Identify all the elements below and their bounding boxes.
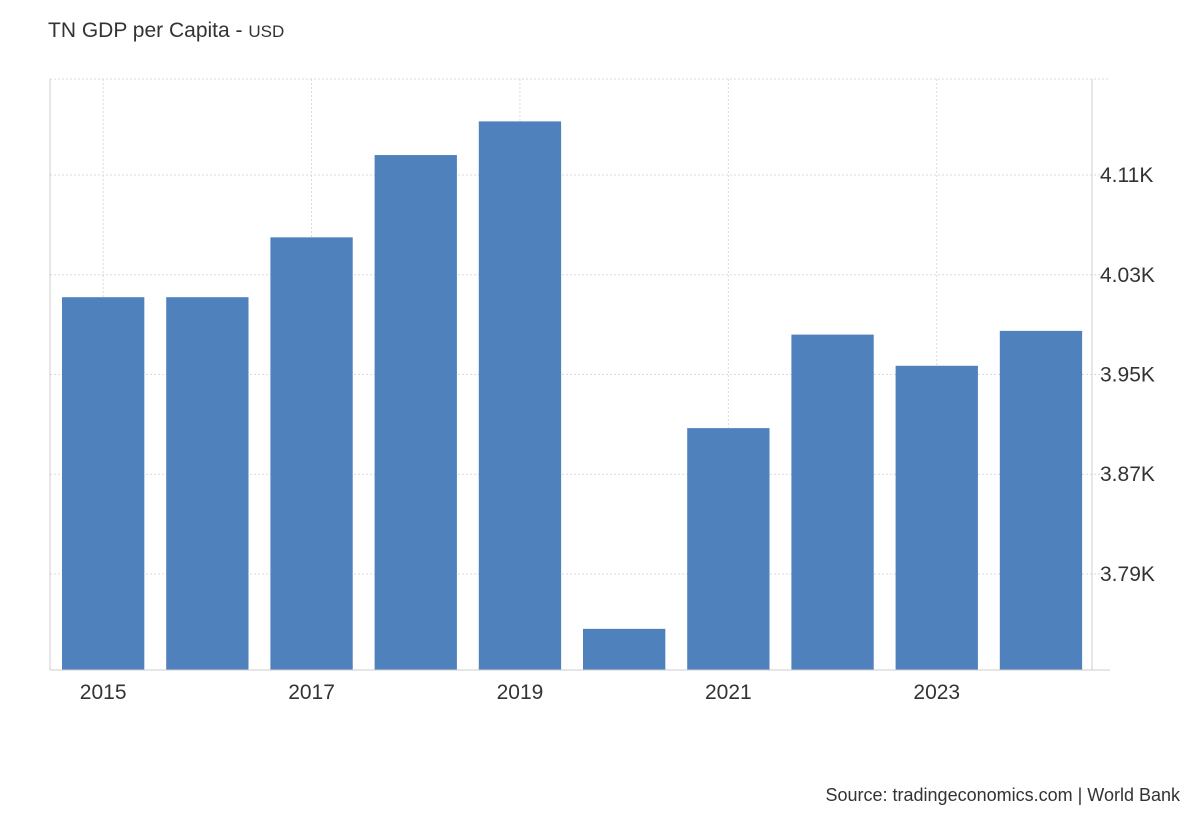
bar-2019[interactable] <box>478 121 562 671</box>
chart-title: TN GDP per Capita - USD <box>48 19 284 43</box>
y-tick-label: 3.87K <box>1100 463 1155 486</box>
bar-2018[interactable] <box>374 155 457 671</box>
bar-2015[interactable] <box>62 297 145 670</box>
x-tick-label: 2021 <box>705 681 752 704</box>
bar-2016[interactable] <box>166 297 249 670</box>
bar-2023[interactable] <box>895 365 978 670</box>
chart-title-separator: - <box>229 19 249 42</box>
bar-2021[interactable] <box>687 428 770 670</box>
y-tick-label: 3.79K <box>1100 563 1155 586</box>
x-axis-labels: 2015 2017 2019 2021 2023 <box>80 681 960 704</box>
bar-2020[interactable] <box>583 628 666 670</box>
y-axis-labels: 3.79K 3.87K 3.95K 4.03K 4.11K <box>1100 164 1155 586</box>
x-tick-label: 2023 <box>913 681 960 704</box>
chart-title-unit: USD <box>248 22 285 41</box>
bar-2024[interactable] <box>999 330 1083 670</box>
y-tick-label: 4.03K <box>1100 264 1155 287</box>
chart-title-text: TN GDP per Capita <box>48 19 230 42</box>
source-credit: Source: tradingeconomics.com | World Ban… <box>825 785 1181 805</box>
bar-2022[interactable] <box>791 334 874 670</box>
bars <box>62 121 1083 671</box>
x-tick-label: 2017 <box>288 681 335 704</box>
x-tick-label: 2019 <box>497 681 544 704</box>
x-tick-label: 2015 <box>80 681 127 704</box>
axes <box>49 79 1110 671</box>
y-tick-label: 3.95K <box>1100 364 1155 387</box>
bar-2017[interactable] <box>270 237 353 671</box>
y-tick-label: 4.11K <box>1100 164 1153 187</box>
